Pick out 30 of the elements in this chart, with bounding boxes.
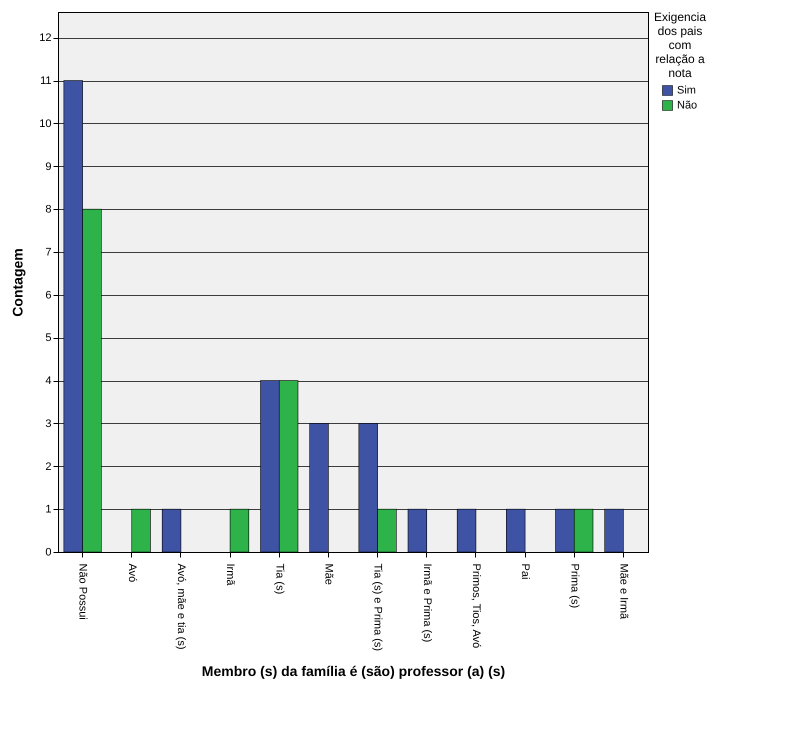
- y-tick-label: 0: [45, 546, 52, 558]
- x-tick-label: Tia (s) e Prima (s): [372, 564, 384, 652]
- y-tick-label: 12: [39, 32, 52, 44]
- x-tick-label: Mãe e Irmã: [617, 564, 630, 620]
- y-tick-label: 4: [45, 375, 52, 388]
- legend-title: Exigencia dos pais com relação a nota: [654, 10, 706, 80]
- x-tick-label: Tia (s): [273, 564, 286, 594]
- x-tick-label: Primos, Tios, Avó: [470, 564, 482, 648]
- x-tick-label: Pai: [519, 564, 532, 580]
- y-tick-label: 9: [45, 160, 52, 173]
- y-tick-label: 10: [39, 118, 52, 130]
- legend-label: Não: [677, 100, 698, 112]
- y-tick-label: 3: [45, 418, 52, 430]
- y-tick-label: 5: [45, 332, 52, 344]
- y-tick-label: 2: [45, 460, 52, 473]
- y-tick-label: 8: [45, 204, 52, 216]
- legend-label: Sim: [677, 84, 696, 96]
- x-axis-title: Membro (s) da família é (são) professor (a) (s): [202, 663, 506, 680]
- x-tick-label: Não Possui: [76, 564, 89, 620]
- y-tick-label: 1: [45, 504, 52, 516]
- x-tick-label: Prima (s): [568, 564, 580, 608]
- x-tick-label: Mãe: [322, 564, 334, 585]
- x-tick-label: Avó, mãe e tia (s): [174, 564, 187, 650]
- x-tick-label: Avó: [126, 564, 138, 582]
- x-tick-label: Irmã: [224, 564, 236, 586]
- x-tick-label: Irmã e Prima (s): [420, 564, 433, 642]
- y-tick-label: 7: [45, 246, 52, 258]
- y-tick-label: 6: [45, 289, 52, 302]
- y-tick-label: 11: [40, 75, 52, 88]
- y-axis-title: Contagem: [9, 248, 26, 317]
